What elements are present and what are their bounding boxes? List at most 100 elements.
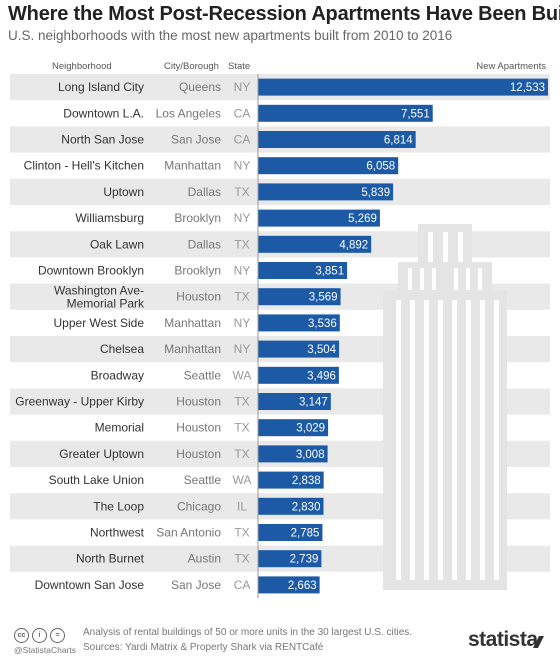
- neighborhood-label: Downtown L.A.: [63, 106, 144, 120]
- neighborhood-label: Greenway - Upper Kirby: [15, 395, 144, 409]
- city-label: Seattle: [184, 368, 222, 382]
- neighborhood-label-line: North San Jose: [61, 133, 144, 147]
- bar-row: Chelsea Manhattan NY 3,504: [100, 340, 340, 358]
- neighborhood-label: Memorial: [95, 421, 144, 435]
- state-label: CA: [234, 106, 251, 120]
- city-label: Houston: [176, 421, 221, 435]
- bar-row: South Lake Union Seattle WA 2,838: [49, 471, 324, 489]
- bar-row: Washington Ave-Memorial Park Houston TX 3,5…: [54, 284, 341, 311]
- bar: [258, 262, 348, 279]
- state-label: CA: [234, 578, 251, 592]
- city-label: Dallas: [188, 185, 221, 199]
- bar-row: Northwest San Antonio TX 2,785: [90, 524, 323, 541]
- city-label: Houston: [176, 447, 221, 461]
- footnote-sources: Sources: Yardi Matrix & Property Shark v…: [83, 642, 324, 653]
- building-windows: [396, 232, 499, 580]
- bar-value-label: 2,739: [290, 554, 319, 566]
- neighborhood-label: Long Island City: [58, 80, 144, 94]
- state-label: TX: [234, 290, 249, 304]
- bar: [258, 445, 328, 463]
- bar: [258, 78, 548, 96]
- neighborhood-label: Upper West Side: [54, 316, 145, 330]
- bar: [258, 314, 340, 332]
- bar-value-label: 2,830: [292, 501, 321, 513]
- state-label: TX: [234, 237, 249, 251]
- bar-value-label: 5,839: [361, 187, 390, 199]
- bar: [258, 235, 372, 253]
- statista-logo-mark-icon: [533, 636, 544, 648]
- bar: [258, 288, 341, 306]
- neighborhood-label-line: Greenway - Upper Kirby: [15, 395, 144, 409]
- neighborhood-label: Broadway: [91, 368, 144, 382]
- bar-row: North Burnet Austin TX 2,739: [76, 550, 322, 568]
- neighborhood-label: Oak Lawn: [90, 237, 144, 251]
- neighborhood-label: North San Jose: [61, 133, 144, 147]
- neighborhood-label-line: Upper West Side: [54, 316, 145, 330]
- neighborhood-label-line: Memorial Park: [67, 297, 145, 311]
- bar-row: Williamsburg Brooklyn NY 5,269: [75, 209, 380, 227]
- state-label: IL: [237, 499, 247, 513]
- neighborhood-label-line: Williamsburg: [75, 211, 144, 225]
- bar: [258, 524, 323, 541]
- city-label: Seattle: [184, 473, 222, 487]
- building-body: [383, 290, 507, 590]
- neighborhood-label-line: Downtown L.A.: [63, 106, 144, 120]
- bar: [258, 131, 416, 148]
- state-label: WA: [233, 368, 252, 382]
- state-label: TX: [234, 185, 249, 199]
- neighborhood-label-line: Washington Ave-: [54, 284, 144, 298]
- bar-value-label: 6,814: [384, 135, 413, 147]
- neighborhood-label: The Loop: [93, 499, 144, 513]
- bar-value-label: 7,551: [401, 108, 430, 120]
- neighborhood-label-line: Greater Uptown: [59, 447, 144, 461]
- city-label: Queens: [179, 80, 221, 94]
- bar-value-label: 3,147: [299, 397, 328, 409]
- state-label: TX: [234, 526, 249, 540]
- bar-row: Clinton - Hell's Kitchen Manhattan NY 6,058: [24, 157, 399, 175]
- city-label: Brooklyn: [174, 211, 221, 225]
- bar-value-label: 2,785: [291, 528, 320, 540]
- city-label: Austin: [188, 552, 221, 566]
- neighborhood-label-line: Clinton - Hell's Kitchen: [24, 159, 144, 173]
- bar-value-label: 2,838: [292, 475, 321, 487]
- bar-row: North San Jose San Jose CA 6,814: [61, 131, 416, 148]
- city-label: Manhattan: [164, 316, 221, 330]
- city-label: Chicago: [177, 499, 221, 513]
- bar-row: Memorial Houston TX 3,029: [95, 419, 329, 437]
- state-label: NY: [234, 342, 251, 356]
- column-header-city: City/Borough: [164, 61, 219, 72]
- building-upper: [398, 262, 492, 292]
- bar: [258, 340, 340, 358]
- neighborhood-label: Northwest: [90, 526, 145, 540]
- statista-logo[interactable]: statista: [468, 628, 538, 651]
- bar-value-label: 5,269: [348, 213, 377, 225]
- city-label: Manhattan: [164, 342, 221, 356]
- neighborhood-label-line: South Lake Union: [49, 473, 144, 487]
- bar: [258, 104, 433, 122]
- chart-subtitle: U.S. neighborhoods with the most new apa…: [8, 28, 453, 43]
- neighborhood-label-line: Memorial: [95, 421, 144, 435]
- city-label: Manhattan: [164, 159, 221, 173]
- attribution-icon: i: [32, 628, 47, 643]
- bar-row: Long Island City Queens NY 12,533: [58, 78, 548, 96]
- city-label: Houston: [176, 395, 221, 409]
- neighborhood-label: Uptown: [103, 185, 144, 199]
- footnote-analysis: Analysis of rental buildings of 50 or mo…: [83, 627, 413, 638]
- bar: [258, 576, 320, 594]
- bar-value-label: 6,058: [366, 161, 395, 173]
- state-label: TX: [234, 447, 249, 461]
- city-label: San Antonio: [156, 526, 221, 540]
- bar-value-label: 12,533: [510, 82, 545, 94]
- state-label: NY: [234, 211, 251, 225]
- no-derivatives-icon: =: [50, 628, 65, 643]
- bar: [258, 471, 324, 489]
- city-label: Brooklyn: [174, 264, 221, 278]
- bar-value-label: 3,008: [296, 449, 325, 461]
- row-stripes: [10, 74, 550, 572]
- bar: [258, 157, 399, 175]
- neighborhood-label-line: Downtown San Jose: [35, 578, 145, 592]
- neighborhood-label-line: Broadway: [91, 368, 144, 382]
- city-label: San Jose: [171, 578, 221, 592]
- neighborhood-label-line: North Burnet: [76, 552, 145, 566]
